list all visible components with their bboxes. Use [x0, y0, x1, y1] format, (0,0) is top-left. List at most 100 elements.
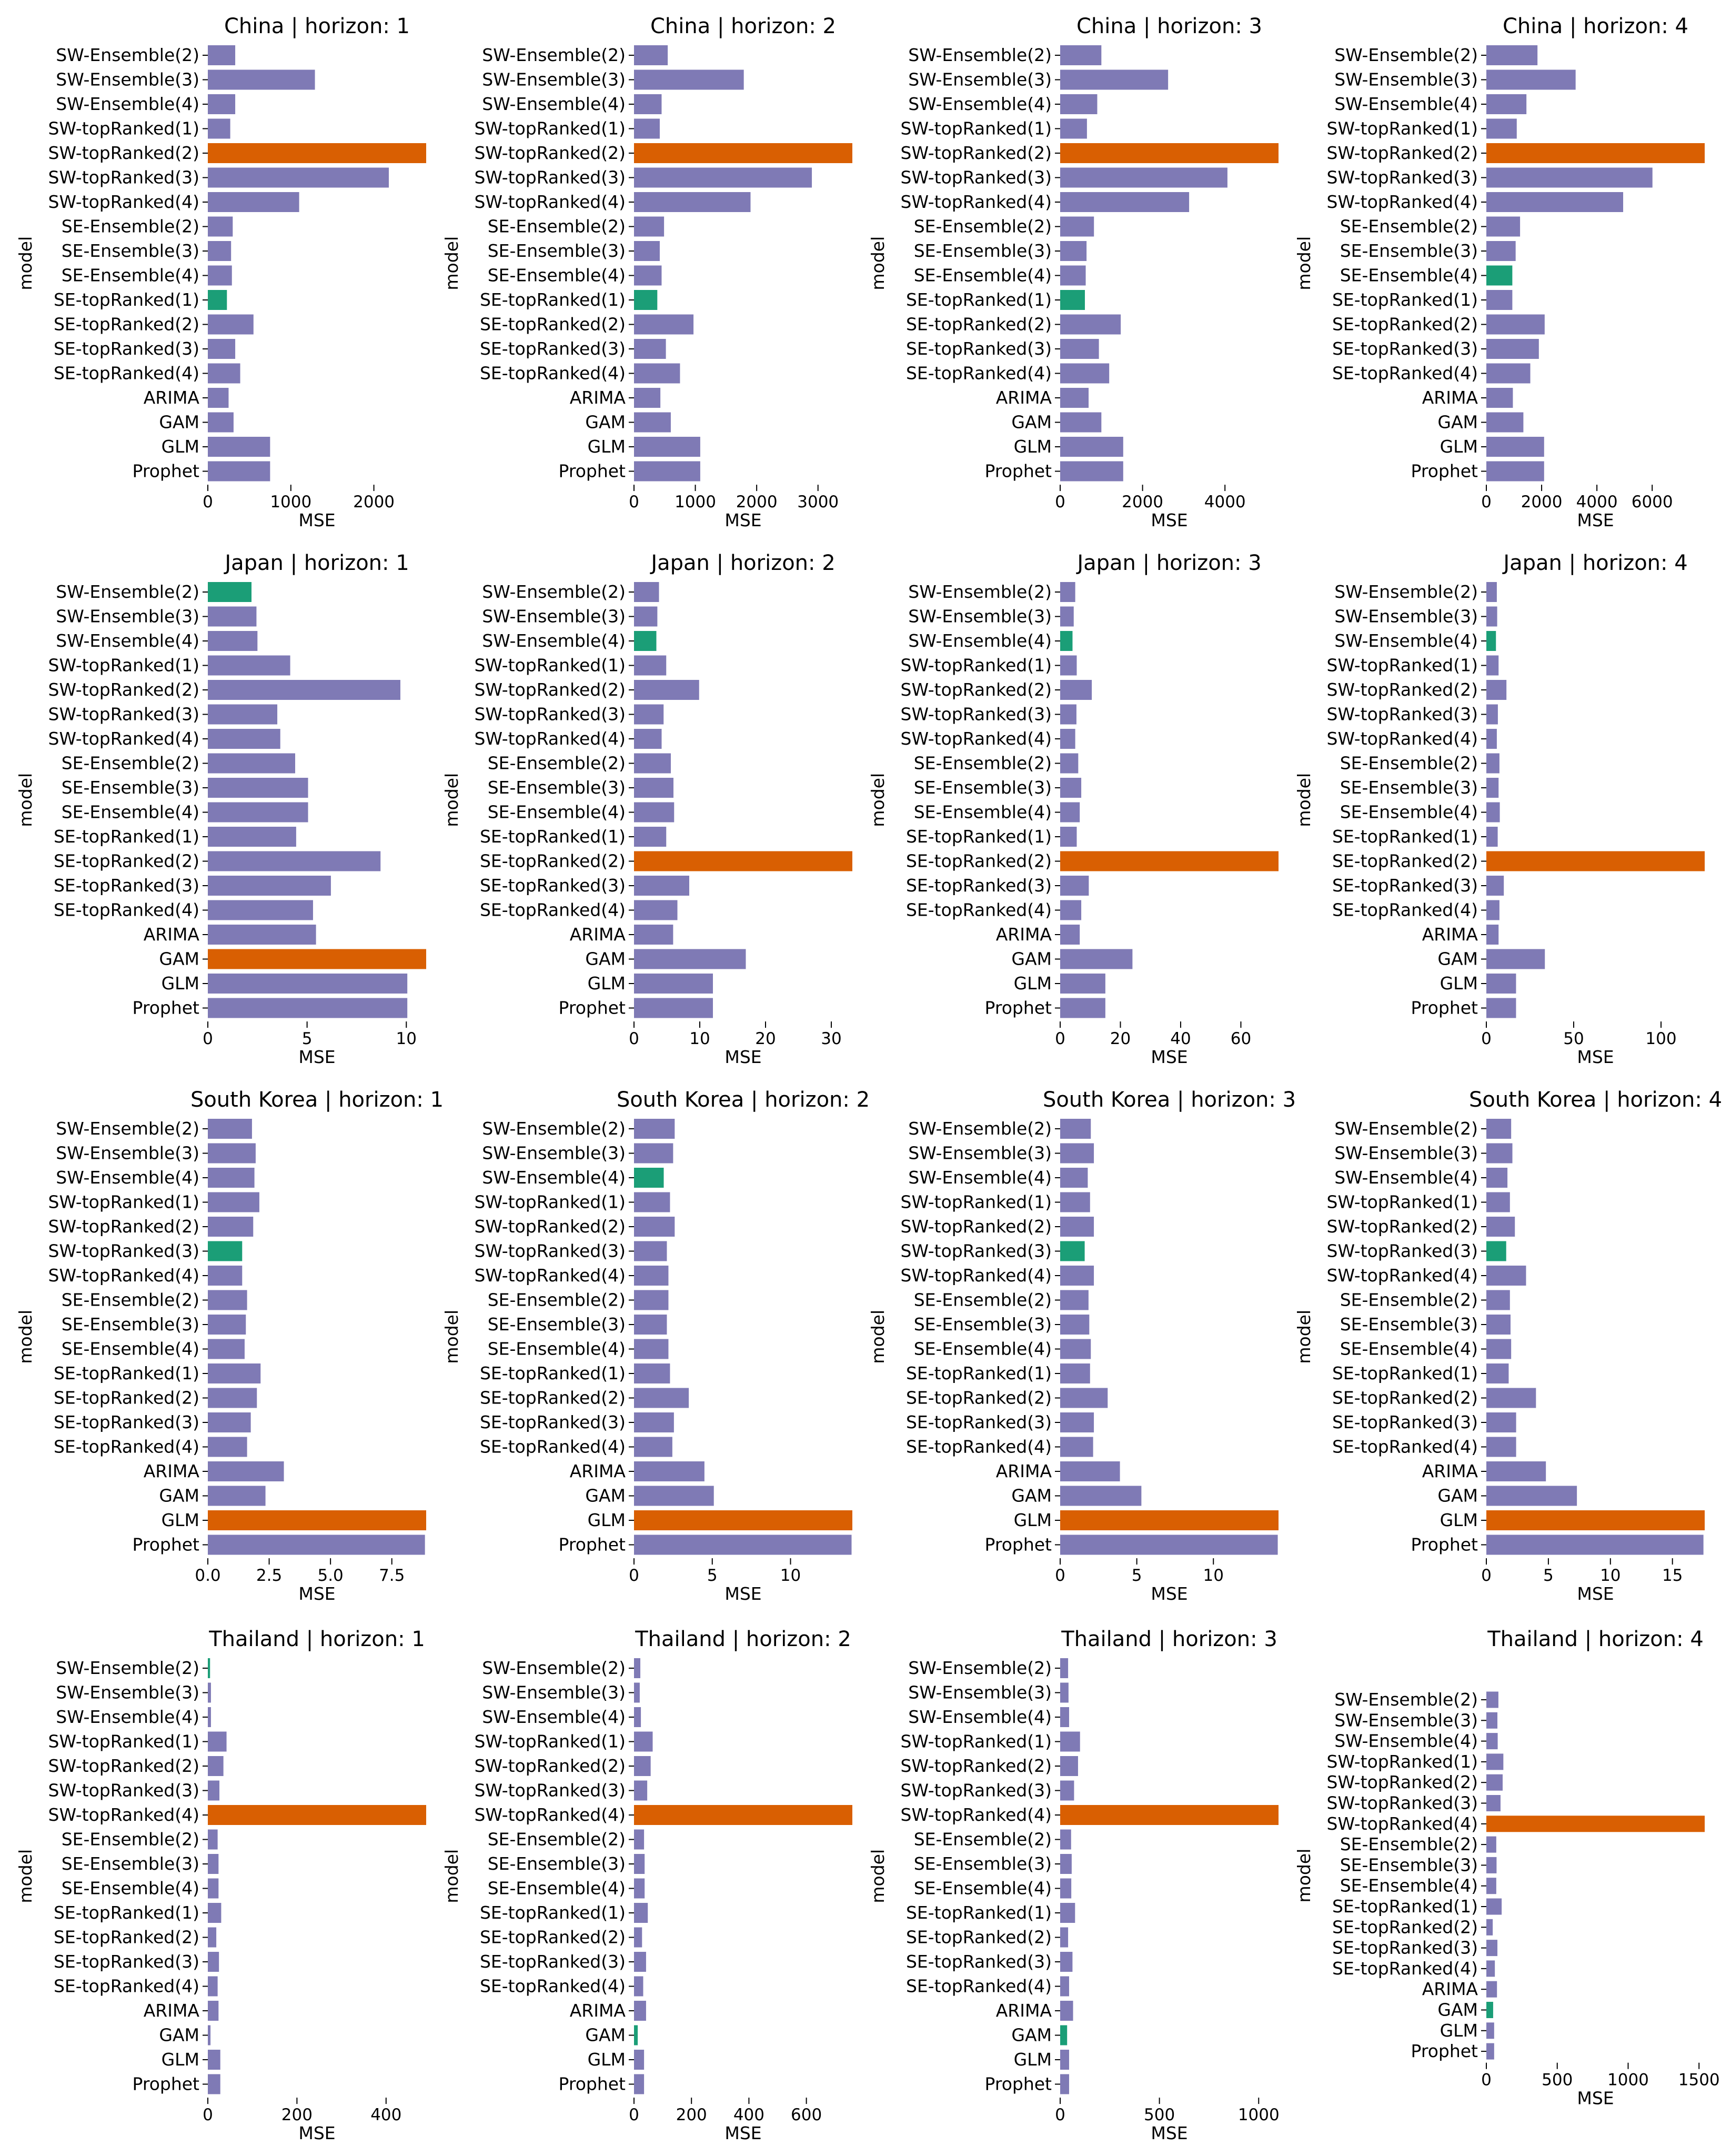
bar	[1486, 461, 1544, 482]
x-tick-label: 0	[203, 493, 213, 512]
x-axis-label: MSE	[724, 2123, 761, 2143]
category-label: SW-Ensemble(4)	[908, 94, 1052, 114]
category-label: SW-Ensemble(2)	[908, 45, 1052, 65]
category-label: SW-Ensemble(2)	[482, 45, 626, 65]
category-label: SW-Ensemble(3)	[908, 606, 1052, 627]
category-label: ARIMA	[144, 387, 200, 408]
bar	[634, 1927, 642, 1948]
bar	[634, 1780, 648, 1801]
bar	[1060, 1266, 1094, 1286]
category-label: SE-Ensemble(2)	[488, 753, 626, 774]
chart-title: China | horizon: 3	[1076, 14, 1262, 38]
category-label: SW-Ensemble(3)	[1334, 1710, 1478, 1730]
x-tick-label: 0	[1055, 1029, 1065, 1048]
bar	[634, 1143, 673, 1164]
category-label: SW-Ensemble(2)	[56, 1118, 199, 1139]
bar	[1486, 1878, 1496, 1894]
category-label: SW-topRanked(4)	[1327, 728, 1478, 749]
bar	[1486, 1836, 1496, 1853]
category-label: GLM	[1440, 973, 1478, 994]
bar	[1060, 900, 1082, 920]
category-label: SE-topRanked(1)	[906, 289, 1052, 310]
category-label: SE-Ensemble(3)	[914, 240, 1052, 261]
category-label: Prophet	[985, 2074, 1052, 2094]
chart-title: South Korea | horizon: 3	[1043, 1088, 1296, 1112]
bar	[634, 851, 852, 871]
category-label: SE-Ensemble(2)	[1340, 1834, 1478, 1854]
bar	[634, 143, 852, 163]
chart-title: South Korea | horizon: 1	[190, 1088, 444, 1112]
category-label: SE-topRanked(4)	[1332, 1958, 1478, 1979]
chart-title: Japan | horizon: 3	[1075, 551, 1261, 575]
category-label: SW-Ensemble(3)	[56, 1682, 199, 1703]
category-label: SE-topRanked(3)	[480, 1951, 626, 1972]
x-axis-label: MSE	[298, 510, 335, 530]
category-label: SW-Ensemble(3)	[56, 606, 199, 627]
bar	[1486, 1241, 1506, 1261]
category-label: SE-topRanked(4)	[54, 1437, 199, 1457]
category-label: SE-topRanked(3)	[1332, 875, 1478, 896]
category-label: SW-topRanked(4)	[901, 1265, 1052, 1286]
bar	[1060, 827, 1077, 847]
category-label: GAM	[1011, 2025, 1052, 2045]
x-tick-label: 0	[1481, 2071, 1492, 2090]
category-label: SE-topRanked(2)	[906, 851, 1052, 871]
x-tick-label: 2000	[353, 493, 395, 512]
category-label: SW-topRanked(4)	[475, 728, 626, 749]
bar	[208, 290, 227, 310]
bar	[208, 1339, 245, 1359]
bar	[1060, 753, 1079, 774]
bar	[1486, 192, 1624, 212]
bar	[208, 827, 296, 847]
bar	[208, 1903, 222, 1923]
bar	[1486, 1192, 1510, 1212]
x-tick-label: 5	[302, 1029, 313, 1048]
y-axis-label: model	[868, 773, 888, 827]
category-label: SE-topRanked(2)	[480, 1388, 626, 1408]
category-label: SE-topRanked(4)	[480, 363, 626, 384]
category-label: SW-Ensemble(2)	[908, 1658, 1052, 1678]
category-label: Prophet	[1411, 461, 1478, 482]
bar	[634, 949, 746, 969]
bar	[1060, 1168, 1088, 1188]
category-label: SE-Ensemble(4)	[1340, 265, 1478, 286]
category-label: SW-Ensemble(4)	[56, 1167, 199, 1188]
bar	[634, 680, 699, 700]
bar	[634, 655, 667, 676]
category-label: SW-topRanked(4)	[48, 728, 200, 749]
chart-title: Japan | horizon: 4	[1502, 551, 1687, 575]
category-label: SE-topRanked(1)	[1332, 1363, 1478, 1383]
category-label: SE-topRanked(3)	[480, 338, 626, 359]
category-label: SE-Ensemble(2)	[62, 1290, 199, 1310]
bar	[208, 606, 257, 627]
bar	[1486, 1412, 1516, 1432]
category-label: SE-topRanked(2)	[480, 314, 626, 335]
category-label: SW-topRanked(1)	[901, 1731, 1052, 1752]
category-label: SW-topRanked(2)	[1327, 679, 1478, 700]
category-label: ARIMA	[570, 387, 626, 408]
category-label: SE-topRanked(4)	[480, 900, 626, 920]
x-axis-label: MSE	[298, 1583, 335, 1604]
bar	[1060, 582, 1075, 602]
bar	[1486, 949, 1545, 969]
bar	[1486, 265, 1513, 286]
bar	[1486, 827, 1498, 847]
category-label: SE-topRanked(1)	[480, 1902, 626, 1923]
bar	[1060, 1315, 1090, 1335]
chart-panel: Thailand | horizon: 3 SW-Ensemble(2) SW-En…	[868, 1627, 1280, 2143]
bar	[634, 1535, 852, 1555]
bar	[1060, 1143, 1094, 1164]
x-tick-label: 3000	[797, 493, 839, 512]
bar	[634, 2050, 645, 2070]
chart-title: Thailand | horizon: 4	[1487, 1627, 1704, 1651]
bar	[208, 876, 331, 896]
bar	[1486, 1857, 1497, 1873]
x-tick-label: 400	[370, 2105, 401, 2124]
x-axis-label: MSE	[724, 1047, 761, 1067]
category-label: SW-Ensemble(4)	[56, 1707, 199, 1727]
category-label: SE-Ensemble(3)	[914, 1853, 1052, 1874]
bar	[634, 192, 751, 212]
chart-title: China | horizon: 2	[650, 14, 836, 38]
category-label: SW-topRanked(3)	[48, 704, 200, 725]
